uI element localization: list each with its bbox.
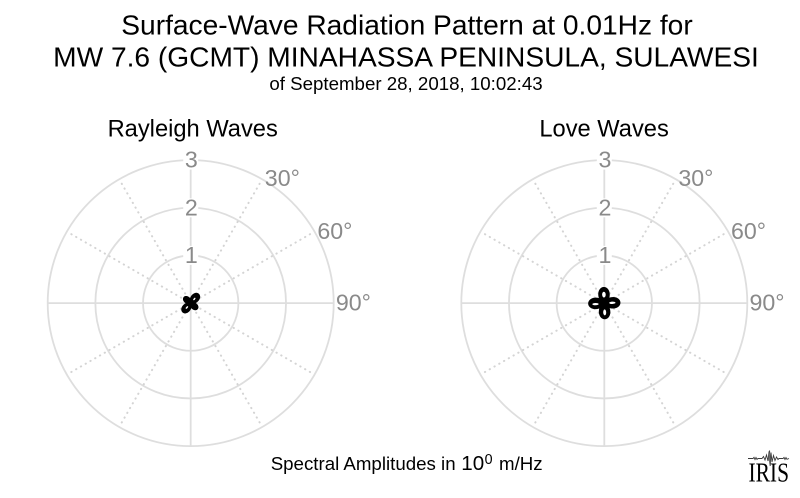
svg-text:10: 10 bbox=[461, 452, 484, 475]
svg-text:MW 7.6 (GCMT) MINAHASSA PENINS: MW 7.6 (GCMT) MINAHASSA PENINSULA, SULAW… bbox=[53, 41, 759, 72]
svg-text:Rayleigh Waves: Rayleigh Waves bbox=[108, 117, 278, 143]
svg-text:2: 2 bbox=[598, 194, 611, 220]
svg-text:3: 3 bbox=[185, 147, 198, 173]
svg-text:Spectral Amplitudes in: Spectral Amplitudes in bbox=[271, 453, 456, 474]
svg-text:Surface-Wave Radiation Pattern: Surface-Wave Radiation Pattern at 0.01Hz… bbox=[121, 9, 692, 40]
svg-text:m/Hz: m/Hz bbox=[499, 453, 543, 474]
svg-text:30°: 30° bbox=[678, 165, 713, 191]
svg-text:90°: 90° bbox=[750, 289, 785, 315]
svg-text:2: 2 bbox=[185, 194, 198, 220]
svg-text:30°: 30° bbox=[265, 165, 300, 191]
svg-text:1: 1 bbox=[185, 242, 198, 268]
svg-text:IRIS: IRIS bbox=[749, 458, 790, 488]
svg-text:90°: 90° bbox=[336, 289, 371, 315]
svg-text:0: 0 bbox=[485, 452, 493, 468]
svg-text:Love Waves: Love Waves bbox=[539, 117, 668, 143]
svg-text:1: 1 bbox=[598, 242, 611, 268]
svg-text:of September 28, 2018, 10:02:4: of September 28, 2018, 10:02:43 bbox=[269, 73, 542, 94]
svg-text:60°: 60° bbox=[731, 218, 766, 244]
svg-text:60°: 60° bbox=[317, 218, 352, 244]
svg-text:3: 3 bbox=[598, 147, 611, 173]
